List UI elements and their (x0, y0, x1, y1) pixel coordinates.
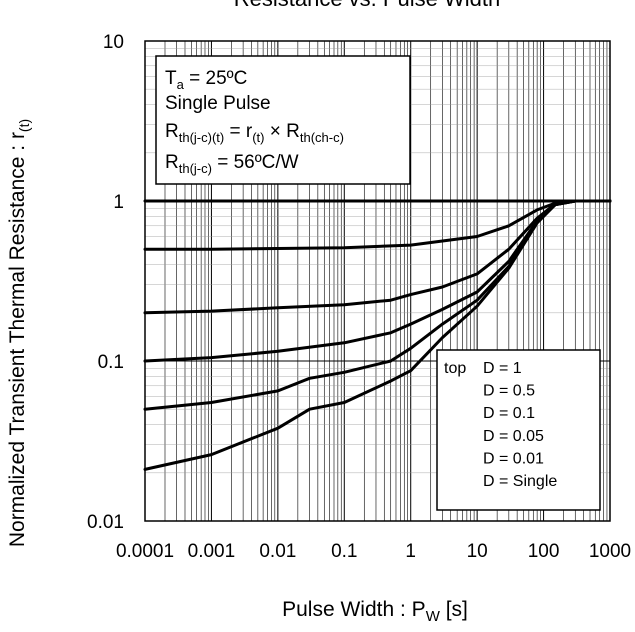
legend-entry-5: D = Single (483, 473, 557, 490)
legend-entry-0: D = 1 (483, 360, 522, 377)
condition-ta: Ta = 25ºC (165, 68, 247, 92)
x-axis-label-main: Pulse Width : P (282, 598, 426, 621)
conditions-box-frame (155, 55, 411, 185)
y-tick-label: 10 (103, 32, 124, 53)
condition-rth-value: Rth(j-c) = 56ºC/W (165, 152, 299, 176)
series-curves (143, 199, 612, 471)
condition-rth-formula: Rth(j-c)(t) = r(t) × Rth(ch-c) (165, 121, 344, 145)
chart-title: Resistance vs. Pulse Width (234, 0, 501, 11)
x-tick-label: 0.001 (188, 541, 236, 562)
x-tick-label: 1 (405, 541, 416, 562)
y-tick-label: 1 (113, 192, 124, 213)
conditions-box: Ta = 25ºC Single Pulse Rth(j-c)(t) = r(t… (155, 55, 411, 185)
x-axis-label-unit: [s] (440, 598, 468, 621)
x-axis-label-sub: W (426, 608, 441, 625)
x-tick-label: 0.1 (331, 541, 357, 562)
legend-entry-1: D = 0.5 (483, 383, 535, 400)
tick-labels: 0.0001 0.001 0.01 0.1 1 10 100 1000 10 1 0.1 0.01 (87, 32, 631, 562)
legend-frame (436, 349, 601, 511)
condition-single-pulse: Single Pulse (165, 93, 271, 114)
legend-entry-3: D = 0.05 (483, 428, 544, 445)
x-tick-label: 100 (528, 541, 560, 562)
legend-entry-4: D = 0.01 (483, 450, 544, 467)
y-axis-label-main: Normalized Transient Thermal Resistance … (6, 132, 29, 547)
y-tick-label: 0.01 (87, 512, 124, 533)
x-tick-label: 1000 (589, 541, 631, 562)
series-line-5 (143, 199, 612, 471)
plot-frame (144, 40, 611, 522)
legend-prefix: top (444, 360, 466, 377)
legend-entries: D = 1 D = 0.5 D = 0.1 D = 0.05 D = 0.01 D = S… (483, 360, 557, 490)
y-tick-label: 0.1 (98, 352, 124, 373)
y-axis-label: Normalized Transient Thermal Resistance … (6, 119, 32, 547)
x-tick-label: 0.01 (259, 541, 296, 562)
legend: top D = 1D = 0.5D = 0.1D = 0.05D = 0.01D… (436, 349, 601, 511)
x-tick-label: 0.0001 (116, 541, 174, 562)
x-axis-label: Pulse Width : PW [s] (282, 598, 468, 625)
legend-entry-2: D = 0.1 (483, 405, 535, 422)
y-axis-label-sub: (t) (16, 119, 32, 132)
x-tick-label: 10 (467, 541, 488, 562)
